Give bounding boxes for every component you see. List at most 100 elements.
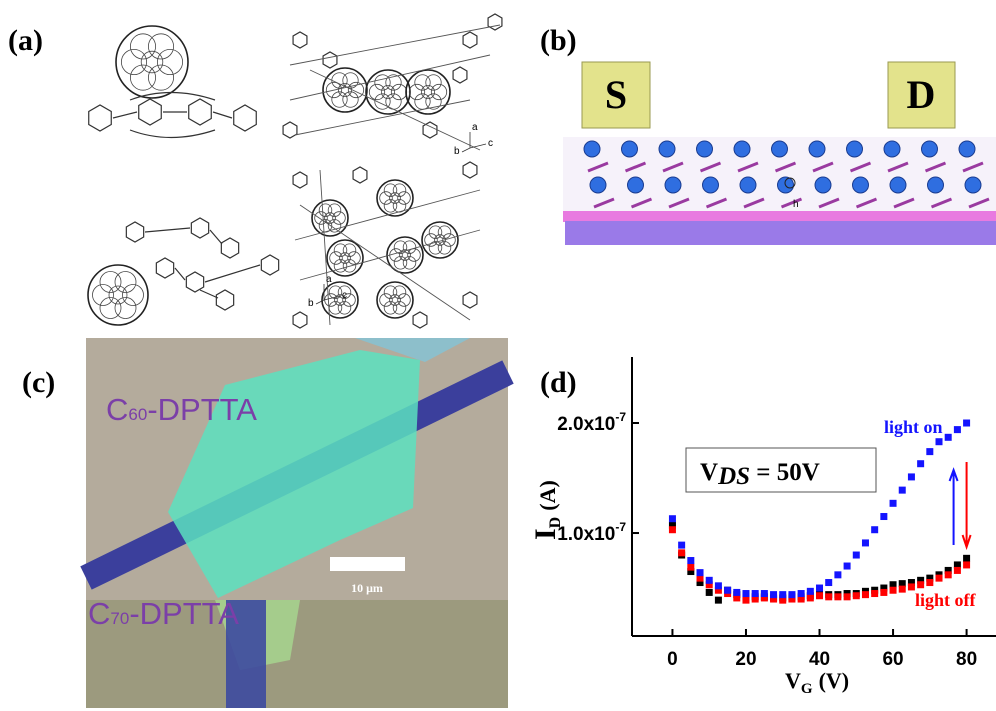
benzene-ring [463, 292, 477, 308]
benzene-ring [216, 290, 233, 310]
data-point [936, 575, 943, 582]
benzene-ring [463, 162, 477, 178]
scale-bar-label: 10 μm [351, 581, 383, 595]
data-point [733, 589, 740, 596]
data-point [788, 591, 795, 598]
data-point [706, 589, 713, 596]
electrode-label: S [605, 72, 627, 117]
data-point [853, 592, 860, 599]
benzene-ring [463, 32, 477, 48]
fullerene-ring [408, 249, 421, 262]
substrate [565, 221, 996, 245]
y-axis-label: ID(A) [529, 480, 564, 540]
data-point [963, 561, 970, 568]
annotation-base: V [700, 459, 718, 486]
y-tick-base: 2.0x10 [557, 414, 615, 435]
fullerene-ring [121, 49, 146, 74]
hole-label: h [793, 199, 799, 210]
fullerene-ring [431, 84, 446, 99]
data-point [844, 563, 851, 570]
fullerene-ring [333, 212, 346, 225]
benzene-ring [353, 167, 367, 183]
sample-base: C [106, 392, 128, 427]
data-point [862, 539, 869, 546]
fullerene-ring [380, 192, 393, 205]
molecule-ball [890, 177, 906, 193]
data-point [834, 593, 841, 600]
data-point [871, 590, 878, 597]
molecule-ball [584, 141, 600, 157]
figure: (a) (b) (c) (d) abcabc SDh 10 μmC60-DPTT… [0, 0, 996, 711]
y-tick-label: 1.0x10-7 [557, 520, 626, 545]
data-point [687, 557, 694, 564]
sample-sub: 60 [128, 405, 147, 424]
y-tick-base: 1.0x10 [557, 524, 615, 545]
data-point [706, 577, 713, 584]
data-point [834, 571, 841, 578]
panel-b: SDh [563, 62, 996, 245]
molecule-ball [965, 177, 981, 193]
fullerene-ring [380, 294, 393, 307]
benzene-ring [156, 258, 173, 278]
axis-letter: b [308, 298, 314, 309]
benzene-ring [139, 99, 162, 125]
x-tick-label: 0 [667, 649, 678, 670]
sample-rest: -DPTTA [129, 596, 239, 631]
y-label-sub: D [547, 517, 564, 529]
fullerene-ring [157, 49, 182, 74]
molecule-ball [922, 141, 938, 157]
fullerene-ring [348, 252, 361, 265]
benzene-ring [234, 105, 257, 131]
y-label-unit: (A) [535, 480, 560, 511]
data-point [825, 593, 832, 600]
molecule-ball [740, 177, 756, 193]
benzene-ring [221, 238, 238, 258]
molecule-ball [809, 141, 825, 157]
series-label: light off [915, 590, 977, 610]
x-axis-label: VG(V) [785, 668, 849, 697]
molecule-ball [853, 177, 869, 193]
data-point [697, 569, 704, 576]
benzene-ring [126, 222, 143, 242]
y-tick-exponent: -7 [615, 410, 626, 424]
data-point [724, 587, 731, 594]
x-tick-label: 20 [735, 649, 756, 670]
molecule-ball [665, 177, 681, 193]
data-point [816, 585, 823, 592]
data-point [687, 564, 694, 571]
fullerene-ring [141, 51, 163, 73]
benzene-ring [186, 272, 203, 292]
panel-label: (a) [8, 24, 43, 57]
axis-letter: a [472, 122, 478, 133]
fullerene-ring [109, 286, 127, 304]
x-label-base: V [785, 668, 801, 693]
molecule-ball [628, 177, 644, 193]
data-point [770, 591, 777, 598]
data-point [936, 438, 943, 445]
data-point [779, 591, 786, 598]
dielectric [563, 211, 996, 222]
annotation-rest: = 50V [750, 459, 820, 486]
data-point [899, 586, 906, 593]
data-point [880, 589, 887, 596]
arrow [963, 462, 971, 547]
panel-d: 0204060801.0x10-72.0x10-7light offlight … [529, 357, 996, 697]
benzene-ring [413, 312, 427, 328]
annotation-sub: DS [717, 463, 750, 490]
data-point [963, 420, 970, 427]
scale-bar [330, 557, 405, 571]
data-point [752, 590, 759, 597]
benzene-ring [283, 122, 297, 138]
molecule-ball [959, 141, 975, 157]
fullerene-ring [130, 65, 155, 90]
data-point [917, 460, 924, 467]
molecule-ball [622, 141, 638, 157]
molecule-ball [697, 141, 713, 157]
panel-a: abcabc [88, 14, 502, 328]
axis-glyph [462, 132, 486, 152]
fullerene-ring [391, 84, 406, 99]
molecule-ball [734, 141, 750, 157]
data-point [742, 597, 749, 604]
x-tick-label: 80 [956, 649, 977, 670]
data-point [890, 587, 897, 594]
